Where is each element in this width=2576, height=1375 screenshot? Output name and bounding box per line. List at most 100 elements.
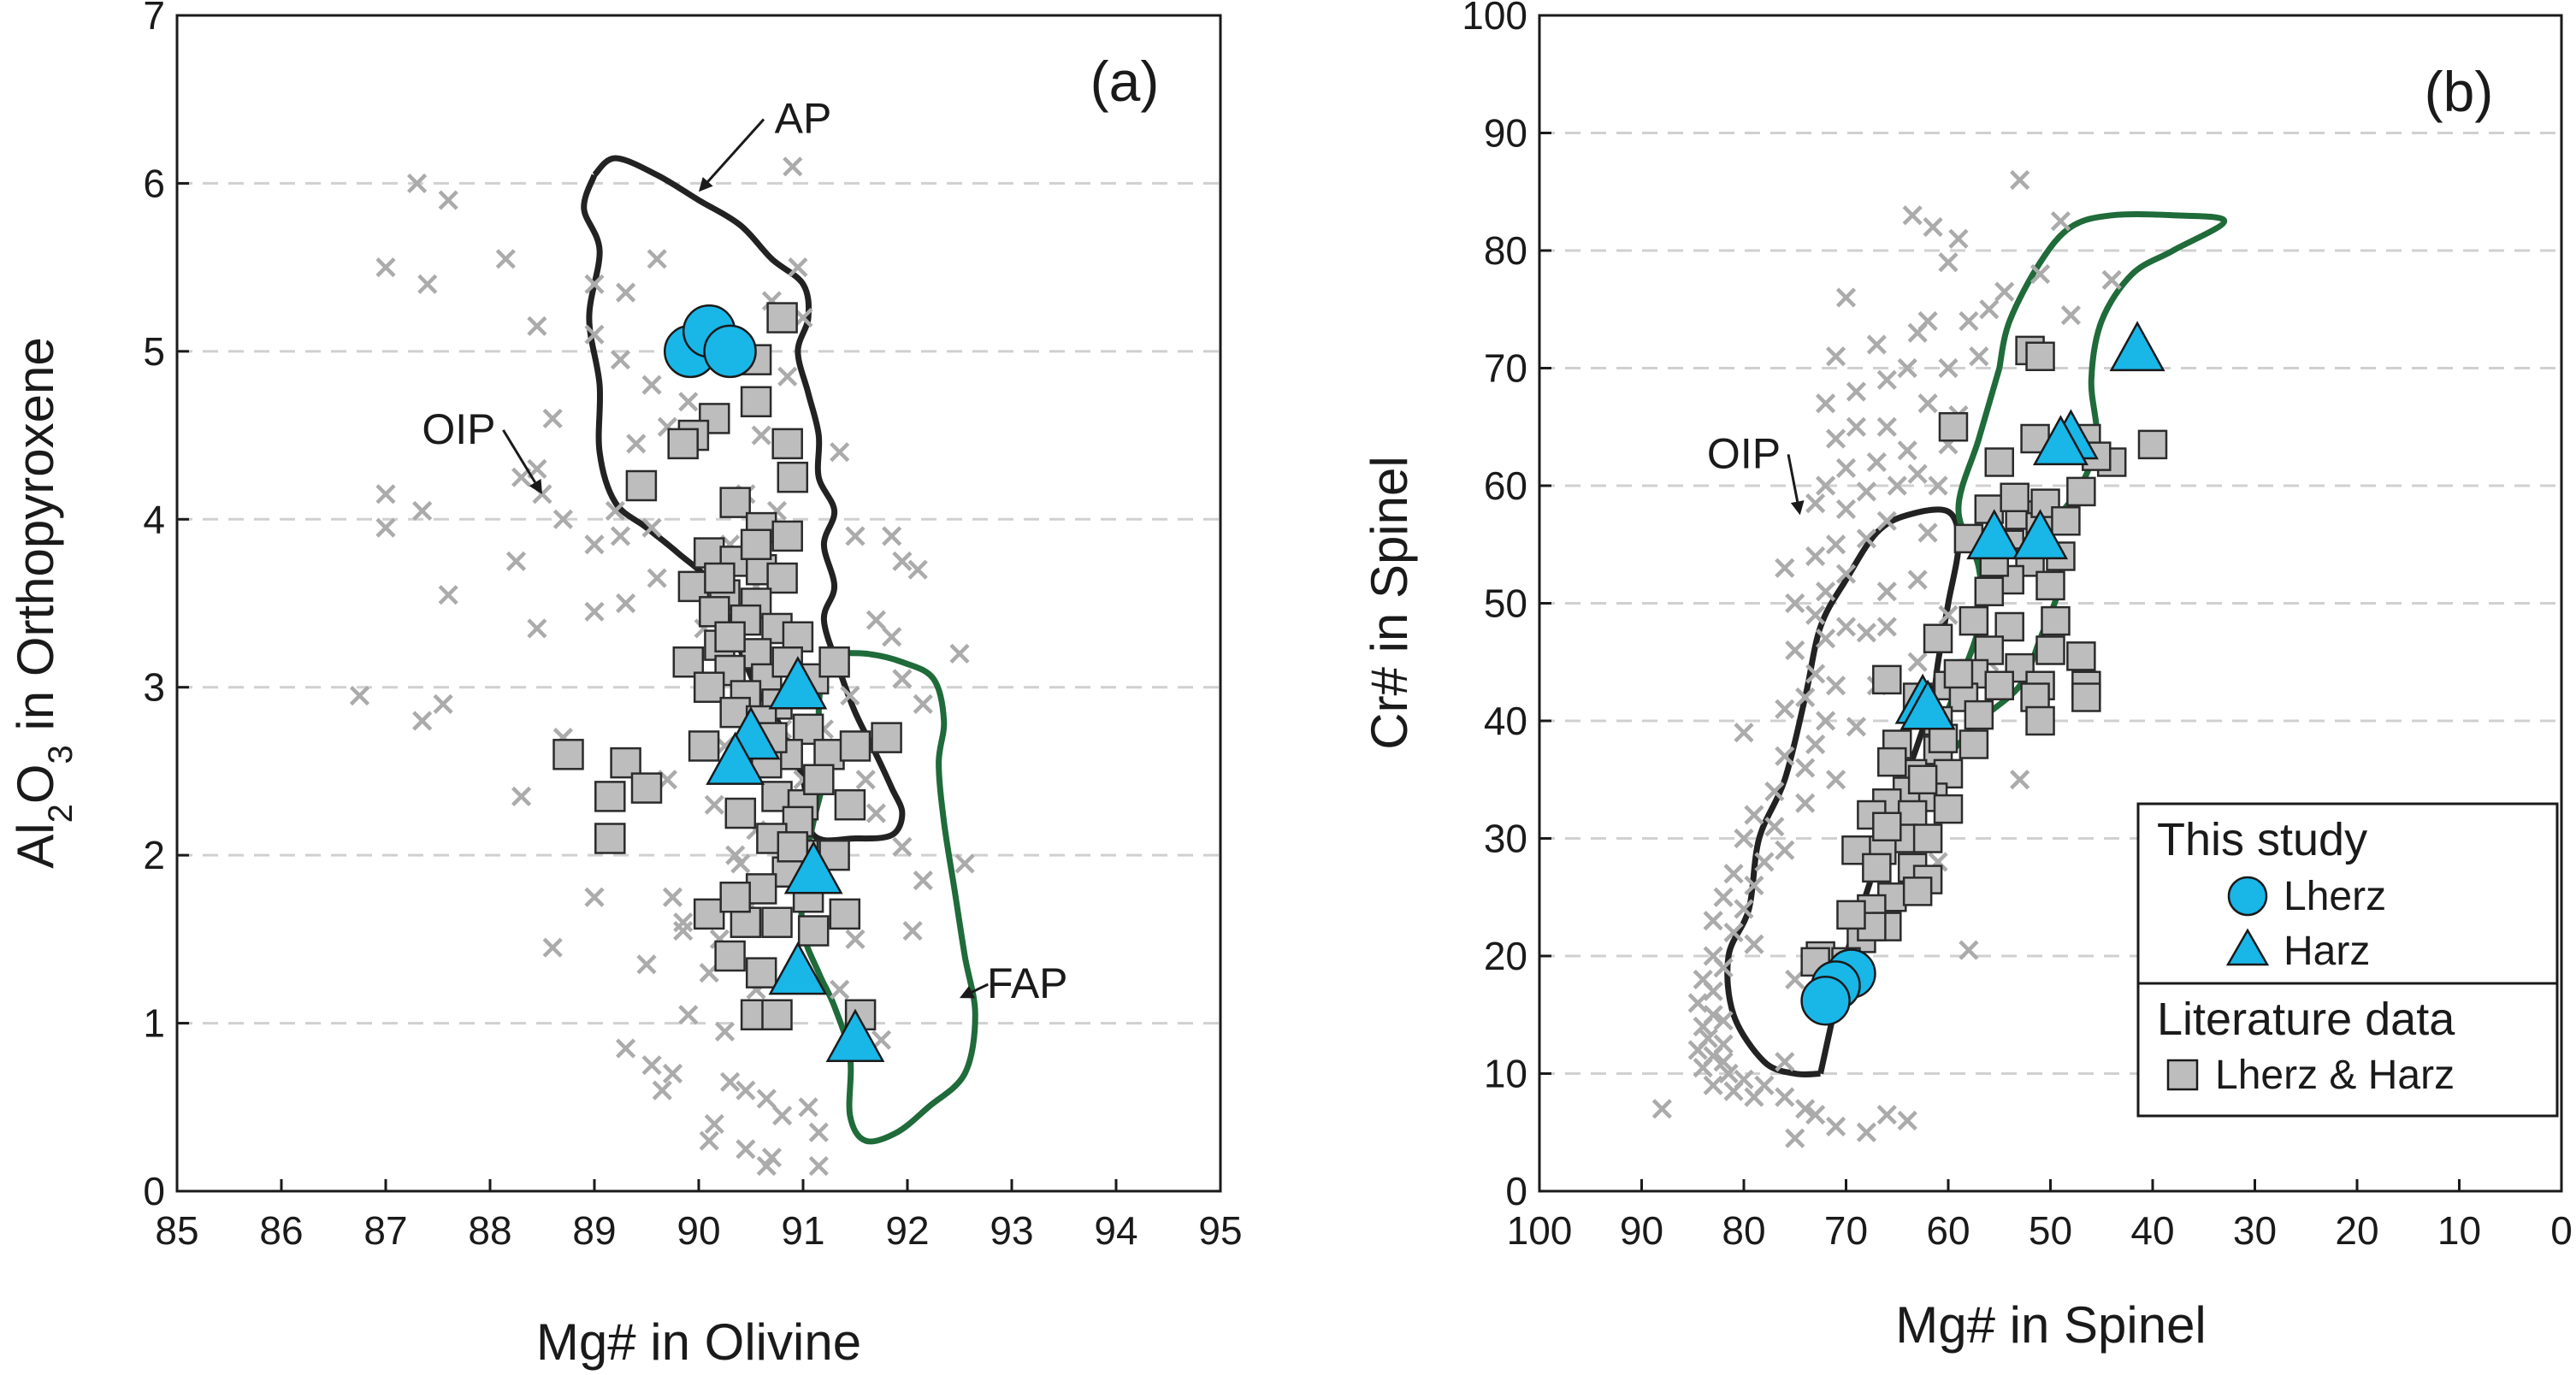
literature-x-point	[882, 627, 902, 647]
y-title-subscript: 3	[42, 745, 80, 764]
literature-square-point	[714, 940, 746, 972]
literature-square-point	[719, 882, 751, 913]
literature-x-point	[1723, 864, 1744, 884]
literature-x-point	[1764, 781, 1785, 802]
literature-x-point	[2029, 263, 2051, 285]
literature-x-point	[892, 669, 913, 689]
literature-square-point	[552, 739, 584, 770]
x-tick-label: 60	[1926, 1208, 1970, 1253]
literature-x-point	[1866, 334, 1887, 355]
literature-x-point	[1887, 475, 1907, 496]
legend-harz-label: Harz	[2284, 929, 2370, 974]
y-title-part: Al	[7, 823, 64, 868]
literature-x-point	[913, 693, 933, 714]
literature-x-point	[438, 585, 458, 605]
literature-x-point	[495, 249, 516, 269]
x-axis-title-a: Mg# in Olivine	[536, 1313, 861, 1371]
literature-x-point	[1876, 617, 1897, 637]
y-tick-label: 10	[1484, 1052, 1527, 1096]
literature-x-point	[1835, 617, 1857, 637]
x-tick-label: 100	[1507, 1208, 1573, 1253]
literature-x-point	[2010, 770, 2030, 790]
literature-x-point	[756, 1155, 777, 1177]
literature-square-point	[1836, 900, 1866, 930]
x-tick-label: 87	[363, 1208, 407, 1253]
field-outline-oip	[1724, 506, 1962, 1078]
literature-square-point	[724, 797, 757, 829]
literature-x-point	[647, 568, 667, 588]
literature-x-point	[1744, 805, 1764, 825]
y-axis-title-b: Cr# in Spinel	[1361, 456, 1418, 750]
literature-x-point	[511, 786, 532, 806]
data-points-a	[349, 156, 975, 1177]
annotations-b: OIP	[1707, 429, 1805, 516]
literature-x-point	[1856, 481, 1876, 502]
literature-x-point	[610, 350, 631, 370]
literature-square-point	[719, 487, 751, 518]
literature-x-point	[673, 920, 694, 941]
literature-x-point	[375, 484, 396, 505]
x-tick-label: 94	[1094, 1208, 1137, 1253]
literature-x-point	[1693, 1016, 1713, 1037]
y-tick-label: 50	[1484, 581, 1527, 626]
literature-x-point	[1687, 1040, 1708, 1060]
literature-x-point	[652, 1080, 672, 1101]
literature-x-point	[1897, 1110, 1917, 1131]
literature-x-point	[610, 526, 631, 546]
literature-square-point	[1964, 699, 1994, 730]
harz-point	[1966, 509, 2023, 560]
literature-x-point	[1835, 564, 1857, 584]
literature-x-point	[714, 1021, 736, 1042]
literature-x-point	[1948, 228, 1969, 249]
literature-x-point	[1795, 687, 1816, 708]
literature-square-point	[761, 906, 793, 938]
literature-x-point	[1723, 1081, 1744, 1101]
y-axis-title-a: Al2O3 in Orthopyroxene	[7, 337, 80, 868]
x-tick-label: 50	[2029, 1208, 2072, 1253]
legend-lit-marker	[2166, 1059, 2199, 1091]
literature-square-point	[2051, 506, 2081, 536]
literature-square-point	[630, 772, 663, 804]
literature-x-point	[1805, 664, 1826, 684]
literature-x-point	[375, 257, 396, 278]
literature-x-point	[1846, 717, 1867, 737]
literature-x-point	[605, 500, 625, 522]
literature-x-point	[699, 1130, 719, 1151]
y-tick-label: 80	[1484, 228, 1527, 273]
legend-group-literature: Literature data	[2157, 994, 2455, 1045]
literature-x-point	[1651, 1099, 1672, 1119]
y-tick-label: 20	[1484, 934, 1527, 978]
literature-x-point	[1835, 457, 1857, 478]
literature-square-point	[1872, 811, 1902, 841]
literature-x-point	[417, 274, 438, 294]
literature-x-point	[2010, 169, 2030, 191]
lherz-point	[1800, 976, 1851, 1026]
literature-x-point	[866, 803, 886, 823]
literature-x-point	[1825, 534, 1846, 555]
x-tick-label: 85	[155, 1208, 198, 1253]
literature-square-point	[2000, 482, 2029, 512]
literature-square-point	[740, 386, 772, 418]
literature-x-point	[855, 770, 876, 790]
literature-x-point	[1805, 1105, 1826, 1125]
literature-x-point	[552, 509, 573, 529]
literature-x-point	[542, 937, 563, 958]
literature-x-point	[1835, 287, 1857, 308]
literature-x-point	[1825, 346, 1846, 367]
literature-square-point	[797, 915, 830, 947]
literature-square-point	[1938, 412, 1969, 442]
field-outline-ap	[581, 155, 906, 844]
x-axis-title-b: Mg# in Spinel	[1895, 1296, 2207, 1354]
x-tick-label: 30	[2233, 1208, 2277, 1253]
literature-square-point	[704, 562, 736, 594]
literature-x-point	[678, 1005, 699, 1025]
harz-point	[2032, 415, 2089, 466]
literature-x-point	[1744, 934, 1764, 954]
literature-x-point	[1785, 640, 1805, 661]
literature-x-point	[1917, 522, 1938, 543]
x-tick-label: 0	[2550, 1208, 2573, 1253]
y-tick-label: 0	[1505, 1169, 1527, 1213]
literature-square-point	[766, 302, 798, 333]
literature-x-point	[407, 173, 428, 194]
y-tick-label: 100	[1462, 0, 1527, 38]
